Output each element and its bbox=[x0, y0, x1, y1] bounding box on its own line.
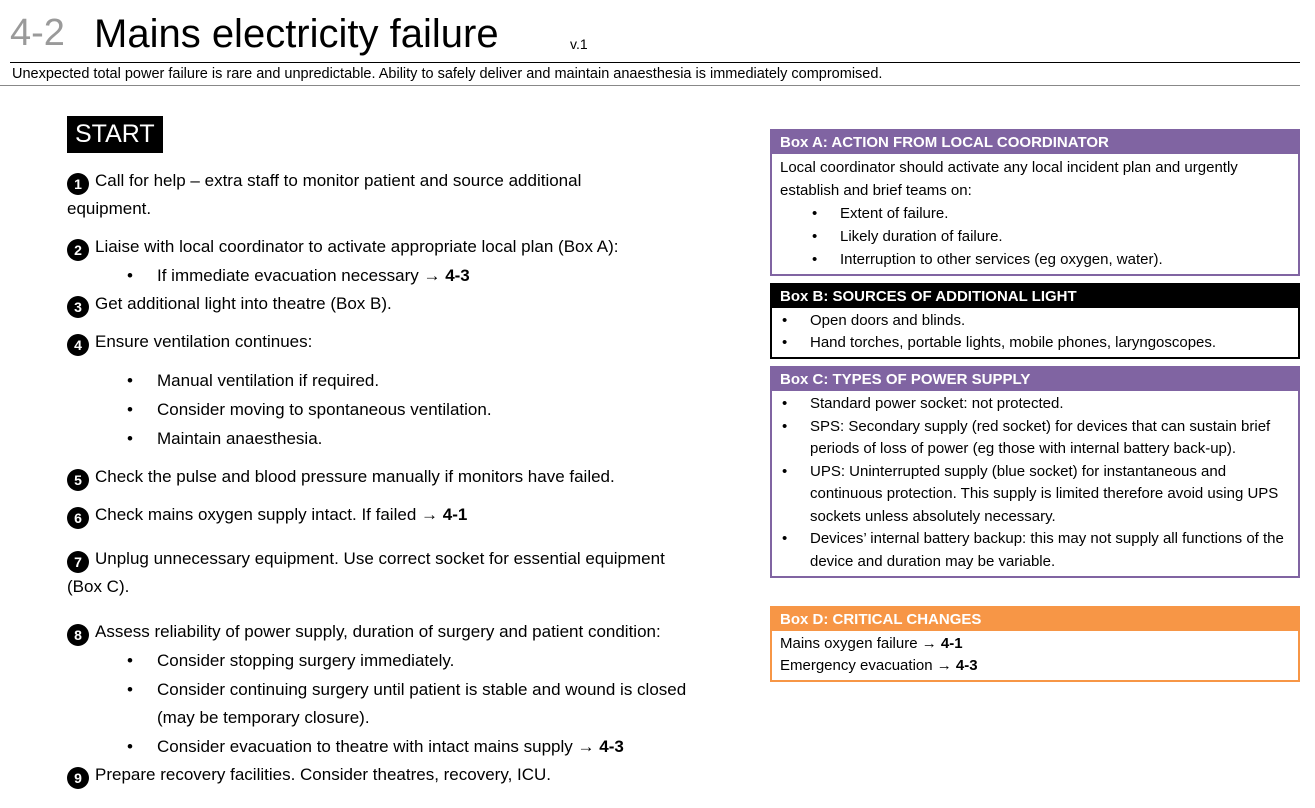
header-divider bbox=[10, 62, 1300, 63]
step-6: 6 Check mains oxygen supply intact. If fa… bbox=[67, 501, 727, 529]
step-9: 9 Prepare recovery facilities. Consider t… bbox=[67, 761, 727, 789]
step-text: Check mains oxygen supply intact. If fai… bbox=[95, 505, 443, 524]
step-number: 9 bbox=[67, 767, 89, 789]
list-item: Standard power socket: not protected. bbox=[780, 393, 1290, 416]
step-number: 5 bbox=[67, 469, 89, 491]
cross-reference[interactable]: 4-3 bbox=[445, 266, 470, 285]
step-number: 8 bbox=[67, 624, 89, 646]
cross-reference[interactable]: 4-3 bbox=[955, 657, 978, 674]
critical-change-line: Mains oxygen failure → 4-1 bbox=[780, 635, 963, 652]
box-title: Box D: CRITICAL CHANGES bbox=[772, 608, 1298, 631]
page-header: 4-2 Mains electricity failure v.1 bbox=[10, 8, 1300, 62]
start-label: START bbox=[67, 116, 163, 153]
step-text-cont: (Box C). bbox=[67, 577, 130, 596]
page-title: Mains electricity failure bbox=[94, 12, 499, 56]
box-b-additional-light: Box B: SOURCES OF ADDITIONAL LIGHT Open … bbox=[770, 283, 1300, 359]
list-item: Hand torches, portable lights, mobile ph… bbox=[780, 332, 1290, 354]
step-number: 2 bbox=[67, 239, 89, 261]
box-title: Box B: SOURCES OF ADDITIONAL LIGHT bbox=[772, 285, 1298, 308]
step-number: 4 bbox=[67, 334, 89, 356]
box-c-power-supply: Box C: TYPES OF POWER SUPPLY Standard po… bbox=[770, 366, 1300, 578]
list-item: SPS: Secondary supply (red socket) for d… bbox=[780, 416, 1290, 461]
box-title: Box A: ACTION FROM LOCAL COORDINATOR bbox=[772, 131, 1298, 154]
step-8: 8 Assess reliability of power supply, dur… bbox=[67, 618, 727, 646]
step-text: Get additional light into theatre (Box B… bbox=[95, 294, 392, 313]
box-title: Box C: TYPES OF POWER SUPPLY bbox=[772, 368, 1298, 391]
step-5: 5 Check the pulse and blood pressure manu… bbox=[67, 463, 727, 491]
list-item: UPS: Uninterrupted supply (blue socket) … bbox=[780, 461, 1290, 529]
step-4: 4 Ensure ventilation continues: bbox=[67, 328, 727, 356]
step-text: Check the pulse and blood pressure manua… bbox=[95, 467, 615, 486]
box-intro: Local coordinator should activate any lo… bbox=[780, 159, 1238, 199]
step-text: Assess reliability of power supply, dura… bbox=[95, 622, 661, 641]
box-d-critical-changes: Box D: CRITICAL CHANGES Mains oxygen fai… bbox=[770, 606, 1300, 682]
page-subtitle: Unexpected total power failure is rare a… bbox=[12, 66, 883, 82]
step-3: 3 Get additional light into theatre (Box … bbox=[67, 290, 727, 318]
list-item: Likely duration of failure. bbox=[780, 225, 1290, 248]
step-7: 7 Unplug unnecessary equipment. Use corre… bbox=[67, 545, 727, 600]
version-label: v.1 bbox=[570, 36, 588, 52]
step-number: 6 bbox=[67, 507, 89, 529]
step-text: Ensure ventilation continues: bbox=[95, 332, 313, 351]
box-a-local-coordinator: Box A: ACTION FROM LOCAL COORDINATOR Loc… bbox=[770, 129, 1300, 276]
critical-change-line: Emergency evacuation → 4-3 bbox=[780, 657, 978, 674]
cross-reference[interactable]: 4-3 bbox=[599, 737, 624, 756]
list-item: Interruption to other services (eg oxyge… bbox=[780, 248, 1290, 271]
step-text: Call for help – extra staff to monitor p… bbox=[95, 171, 582, 190]
step-1: 1 Call for help – extra staff to monitor … bbox=[67, 167, 727, 222]
step-number: 7 bbox=[67, 551, 89, 573]
step-text: Liaise with local coordinator to activat… bbox=[95, 237, 619, 256]
step-2: 2 Liaise with local coordinator to activa… bbox=[67, 233, 727, 261]
list-item: Devices’ internal battery backup: this m… bbox=[780, 528, 1290, 573]
list-item: Extent of failure. bbox=[780, 202, 1290, 225]
step-number: 3 bbox=[67, 296, 89, 318]
step-text: Unplug unnecessary equipment. Use correc… bbox=[95, 549, 665, 568]
subtitle-divider bbox=[0, 85, 1300, 86]
cross-reference[interactable]: 4-1 bbox=[940, 635, 963, 652]
step-text-cont: equipment. bbox=[67, 199, 152, 218]
step-text: Prepare recovery facilities. Consider th… bbox=[95, 765, 552, 784]
cross-reference[interactable]: 4-1 bbox=[442, 505, 468, 524]
step-number: 1 bbox=[67, 173, 89, 195]
list-item: Open doors and blinds. bbox=[780, 310, 1290, 332]
guideline-code: 4-2 bbox=[10, 12, 65, 54]
